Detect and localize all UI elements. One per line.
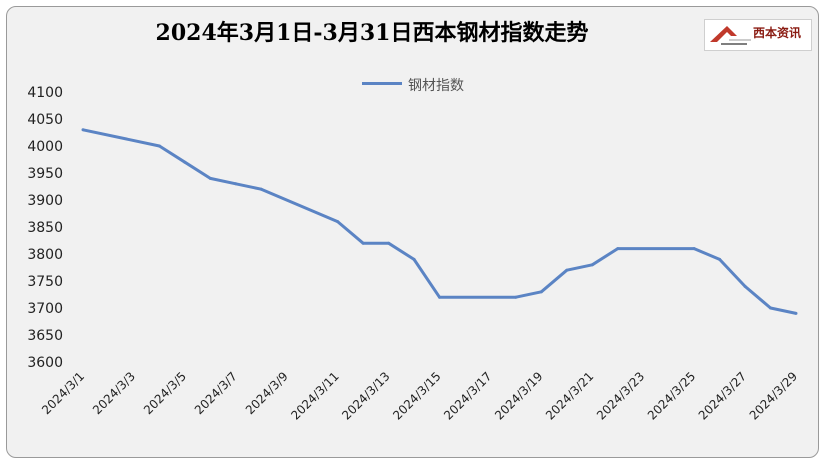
x-tick-label: 2024/3/19 — [492, 369, 545, 422]
data-point — [743, 284, 747, 288]
data-point — [361, 241, 365, 245]
logo: 西本资讯 — [704, 19, 812, 51]
data-point — [539, 290, 543, 294]
x-tick-label: 2024/3/15 — [390, 369, 443, 422]
logo-text: 西本资讯 — [753, 26, 802, 40]
data-point — [616, 247, 620, 251]
y-tick-label: 3900 — [27, 193, 63, 209]
data-point — [81, 128, 85, 132]
y-axis-ticks: 3600 3650 3700 3750 3800 3850 3900 3950 4000 4050… — [27, 85, 63, 371]
data-point — [157, 144, 161, 148]
logo-mark-icon — [710, 26, 751, 45]
x-tick-label: 2024/3/29 — [747, 369, 800, 422]
data-point — [438, 295, 441, 299]
x-tick-label: 2024/3/25 — [645, 369, 698, 422]
x-tick-label: 2024/3/13 — [339, 369, 392, 422]
legend-label: 钢材指数 — [408, 78, 464, 94]
y-tick-label: 3650 — [27, 328, 63, 344]
x-tick-label: 2024/3/9 — [243, 369, 291, 417]
data-point — [208, 176, 212, 180]
data-point — [718, 257, 722, 261]
x-tick-label: 2024/3/11 — [288, 369, 341, 422]
chart-frame: 3600 3650 3700 3750 3800 3850 3900 3950 4000 4050… — [6, 6, 819, 458]
y-tick-label: 4050 — [27, 112, 63, 128]
y-tick-label: 3600 — [27, 355, 63, 371]
series-line-group — [81, 128, 798, 315]
x-tick-label: 2024/3/21 — [543, 369, 596, 422]
data-point — [692, 247, 696, 251]
x-tick-label: 2024/3/27 — [696, 369, 749, 422]
legend-swatch — [362, 82, 402, 85]
data-point — [336, 220, 340, 224]
data-point — [234, 182, 238, 186]
x-tick-label: 2024/3/7 — [192, 369, 240, 417]
x-tick-label: 2024/3/17 — [441, 369, 494, 422]
y-tick-label: 3700 — [27, 301, 63, 317]
data-point — [769, 306, 773, 310]
data-point — [794, 311, 798, 315]
data-point — [259, 187, 263, 191]
y-tick-label: 3950 — [27, 166, 63, 182]
y-tick-label: 4100 — [27, 85, 63, 101]
data-point — [590, 263, 594, 267]
chart-title: 2024年3月1日-3月31日西本钢材指数走势 — [155, 20, 589, 46]
series-line — [82, 128, 797, 315]
x-axis-ticks: 2024/3/1 2024/3/3 2024/3/5 2024/3/7 2024/3/9… — [39, 369, 800, 422]
x-tick-label: 2024/3/5 — [141, 369, 189, 417]
data-point — [387, 241, 391, 245]
y-tick-label: 3850 — [27, 220, 63, 236]
chart-plot: 3600 3650 3700 3750 3800 3850 3900 3950 4000 4050… — [27, 85, 800, 423]
drop-lines — [82, 129, 797, 362]
y-tick-label: 4000 — [27, 139, 63, 155]
x-tick-label: 2024/3/1 — [39, 369, 87, 417]
x-tick-label: 2024/3/23 — [594, 369, 647, 422]
y-tick-label: 3800 — [27, 247, 63, 263]
data-point — [412, 257, 416, 261]
data-point — [183, 160, 187, 164]
data-point — [514, 295, 518, 299]
y-tick-label: 3750 — [27, 274, 63, 290]
data-point — [565, 268, 569, 272]
x-tick-label: 2024/3/3 — [90, 369, 138, 417]
